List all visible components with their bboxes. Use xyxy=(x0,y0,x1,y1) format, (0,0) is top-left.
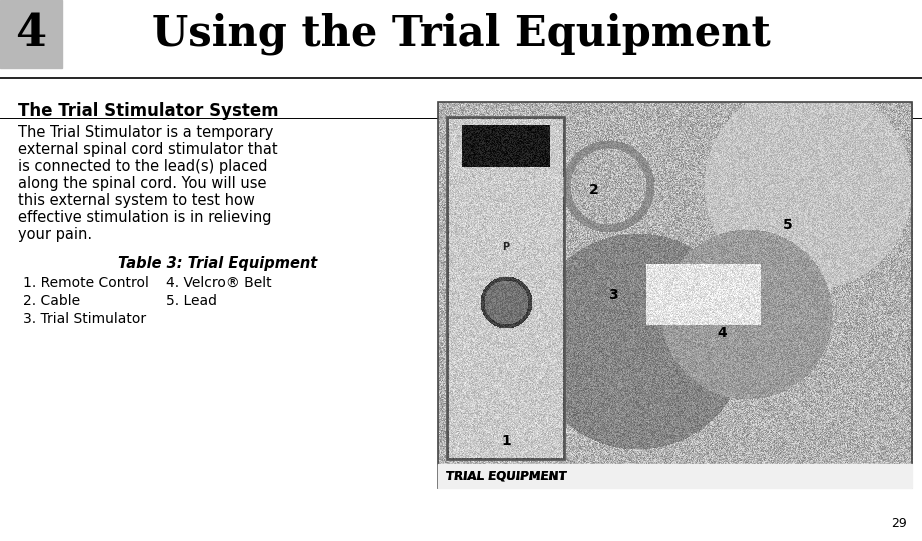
Text: is connected to the lead(s) placed: is connected to the lead(s) placed xyxy=(18,159,267,174)
Text: The Trial Stimulator System: The Trial Stimulator System xyxy=(18,102,278,120)
Text: Table 3: Trial Equipment: Table 3: Trial Equipment xyxy=(118,256,317,271)
Bar xyxy=(0,0,62,68)
Text: 1. Remote Control: 1. Remote Control xyxy=(23,276,148,290)
Text: Using the Trial Equipment: Using the Trial Equipment xyxy=(151,13,771,55)
Text: 4: 4 xyxy=(16,12,47,56)
Text: TRIAL EQUIPMENT: TRIAL EQUIPMENT xyxy=(446,470,566,483)
Text: 2: 2 xyxy=(589,183,599,197)
Bar xyxy=(438,464,912,488)
Text: 3. Trial Stimulator: 3. Trial Stimulator xyxy=(23,312,146,326)
Text: 3: 3 xyxy=(609,288,618,302)
Text: 5: 5 xyxy=(783,218,793,232)
Text: TRIAL EQUIPMENT: TRIAL EQUIPMENT xyxy=(446,470,567,483)
Text: The Trial Stimulator is a temporary: The Trial Stimulator is a temporary xyxy=(18,125,274,140)
Text: 1: 1 xyxy=(502,434,511,448)
Text: 2. Cable: 2. Cable xyxy=(23,294,80,308)
Text: 29: 29 xyxy=(892,517,907,530)
Bar xyxy=(438,102,912,488)
Text: 4. Velcro® Belt: 4. Velcro® Belt xyxy=(166,276,272,290)
Text: along the spinal cord. You will use: along the spinal cord. You will use xyxy=(18,176,266,191)
Text: this external system to test how: this external system to test how xyxy=(18,193,254,208)
Text: P: P xyxy=(502,242,510,252)
Text: external spinal cord stimulator that: external spinal cord stimulator that xyxy=(18,142,278,157)
Text: 5. Lead: 5. Lead xyxy=(166,294,217,308)
Bar xyxy=(447,117,565,460)
Text: 4: 4 xyxy=(717,326,727,340)
Text: your pain.: your pain. xyxy=(18,227,92,242)
Text: effective stimulation is in relieving: effective stimulation is in relieving xyxy=(18,210,271,225)
